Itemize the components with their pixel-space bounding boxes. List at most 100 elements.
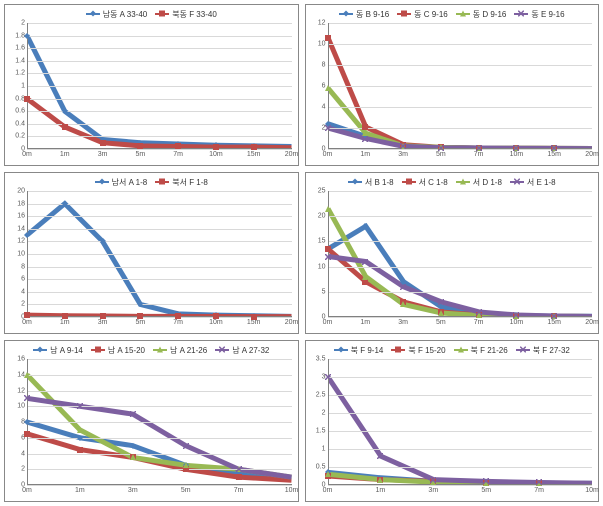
data-marker-icon [551,145,557,151]
legend-item: 북서 F 1-8 [155,177,208,188]
legend-label: 남서 A 1-8 [112,177,148,188]
chart-panel: 북 F 9-14북 F 15-20북 F 21-26북 F 27-3200.51… [305,340,600,502]
y-tick-label: 1.6 [15,45,27,52]
legend-swatch [402,181,416,183]
legend-marker-icon [401,10,407,19]
legend-label: 동 E 9-16 [531,9,564,20]
series-line [328,226,593,316]
gridline [27,267,292,268]
data-marker-icon [175,143,181,149]
legend-marker-icon [518,10,524,19]
gridline [27,241,292,242]
x-tick-label: 5m [181,485,191,494]
x-tick-label: 10m [209,149,223,158]
legend-marker-icon [460,178,466,187]
legend-label: 북동 F 33-40 [172,9,217,20]
x-tick-label: 1m [376,485,386,494]
gridline [27,216,292,217]
data-marker-icon [551,313,557,319]
legend-label: 서 E 1-8 [527,177,556,188]
chart-panel: 남서 A 1-8북서 F 1-8024681012141618200m1m3m5… [4,172,299,334]
legend-swatch [153,349,167,351]
y-tick-label: 3.5 [316,356,328,363]
chart-grid: 남동 A 33-40북동 F 33-4000.20.40.60.811.21.4… [0,0,603,506]
legend-item: 동 D 9-16 [456,9,507,20]
y-tick-label: 25 [318,188,328,195]
legend-swatch [95,181,109,183]
legend-swatch [91,349,105,351]
x-tick-label: 0m [22,485,32,494]
data-marker-icon [213,144,219,150]
x-tick-label: 5m [135,149,145,158]
y-tick-label: 12 [17,387,27,394]
data-marker-icon [325,471,331,477]
legend-marker-icon [406,178,412,187]
legend-swatch [33,349,47,351]
data-marker-icon [476,309,482,315]
data-marker-icon [130,454,136,460]
gridline [328,395,593,396]
x-tick-label: 15m [247,149,261,158]
gridline [328,485,593,486]
chart-legend: 남 A 9-14남 A 15-20남 A 21-26남 A 27-32 [5,343,298,357]
gridline [27,438,292,439]
legend-marker-icon [352,178,358,187]
legend-marker-icon [460,10,466,19]
legend-item: 북동 F 33-40 [155,9,217,20]
plot-area: 0246810120m1m3m5m7m10m15m20m [328,23,593,149]
x-tick-label: 3m [98,149,108,158]
data-marker-icon [362,259,368,265]
legend-item: 서 E 1-8 [510,177,556,188]
legend-item: 북 F 15-20 [391,345,445,356]
legend-swatch [339,13,353,15]
gridline [27,292,292,293]
legend-label: 남동 A 33-40 [103,9,148,20]
data-marker-icon [62,108,68,114]
chart-panel: 남 A 9-14남 A 15-20남 A 21-26남 A 27-3202468… [4,340,299,502]
gridline [27,406,292,407]
legend-marker-icon [458,346,464,355]
x-tick-label: 5m [436,317,446,326]
legend-swatch [456,181,470,183]
legend-label: 서 D 1-8 [473,177,502,188]
gridline [328,107,593,108]
y-tick-label: 12 [318,20,328,27]
gridline [27,279,292,280]
legend-label: 서 C 1-8 [419,177,448,188]
legend-marker-icon [95,346,101,355]
data-marker-icon [100,140,106,146]
gridline [328,449,593,450]
legend-marker-icon [219,346,225,355]
legend-swatch [397,13,411,15]
y-tick-label: 1.5 [316,428,328,435]
legend-swatch [391,349,405,351]
data-marker-icon [77,435,83,441]
gridline [27,254,292,255]
x-tick-label: 20m [585,317,599,326]
gridline [328,431,593,432]
legend-swatch [516,349,530,351]
legend-label: 북 F 15-20 [408,345,445,356]
legend-item: 북 F 21-26 [454,345,508,356]
y-tick-label: 0.6 [15,108,27,115]
data-marker-icon [476,145,482,151]
data-marker-icon [62,201,68,207]
gridline [328,241,593,242]
y-tick-label: 15 [318,238,328,245]
legend-label: 동 C 9-16 [414,9,448,20]
x-tick-label: 0m [323,317,333,326]
gridline [27,359,292,360]
y-tick-label: 16 [17,356,27,363]
legend-item: 동 B 9-16 [339,9,389,20]
legend-item: 남 A 9-14 [33,345,83,356]
chart-legend: 서 B 1-8서 C 1-8서 D 1-8서 E 1-8 [306,175,599,189]
x-tick-label: 0m [22,149,32,158]
gridline [27,99,292,100]
legend-swatch [215,349,229,351]
legend-swatch [454,349,468,351]
gridline [328,65,593,66]
data-marker-icon [251,314,257,320]
legend-marker-icon [514,178,520,187]
data-marker-icon [24,33,30,39]
gridline [27,304,292,305]
